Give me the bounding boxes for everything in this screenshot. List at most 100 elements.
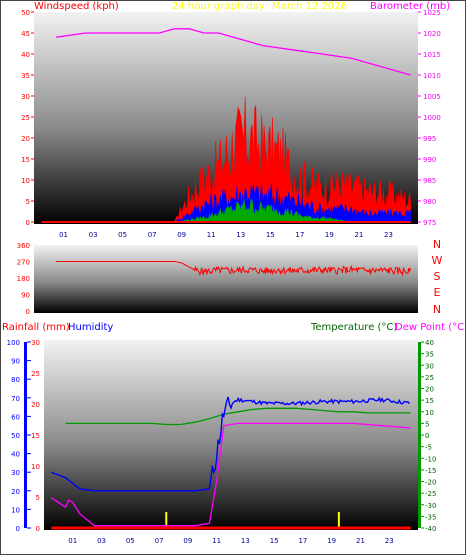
wind-ytick-label: 15 <box>21 156 30 164</box>
climate-xtick-label: 07 <box>155 537 164 545</box>
temp-ytick-label: -35 <box>425 513 436 521</box>
barometer-label: Barometer (mb) <box>370 1 450 12</box>
rain-ytick-label: 10 <box>11 506 20 514</box>
rain-ytick-label: 60 <box>11 413 20 421</box>
wind-ytick-label: 10 <box>21 177 30 185</box>
climate-xtick-label: 05 <box>126 537 135 545</box>
rain-axis-bar <box>24 342 27 528</box>
wind-xtick-label: 01 <box>59 231 68 239</box>
temp-ytick-label: -25 <box>425 490 436 498</box>
temp-ytick-label: 15 <box>425 397 434 405</box>
wind-xtick-label: 11 <box>207 231 216 239</box>
temp-ytick-label: -5 <box>425 444 432 452</box>
temp-ytick-label: 35 <box>425 351 434 359</box>
rain-ytick-label: 80 <box>11 376 20 384</box>
barometer-line <box>56 28 411 76</box>
hum-ytick-label: 20 <box>31 401 40 409</box>
chart-layer: 0510152025303540455097598098599099510001… <box>7 9 441 545</box>
baro-ytick-label: 985 <box>423 177 436 185</box>
hum-ytick-label: 10 <box>31 463 40 471</box>
baro-ytick-label: 1000 <box>423 114 441 122</box>
climate-xtick-label: 17 <box>298 537 307 545</box>
wind-ytick-label: 50 <box>21 9 30 17</box>
dir-ytick-label: 180 <box>17 275 30 283</box>
climate-xtick-label: 21 <box>356 537 365 545</box>
rainfall-label: Rainfall (mm) <box>2 322 70 333</box>
temp-ytick-label: -30 <box>425 502 436 510</box>
rain-ytick-label: 100 <box>7 339 20 347</box>
rain-ytick-label: 50 <box>11 432 20 440</box>
wind-xtick-label: 07 <box>148 231 157 239</box>
baro-ytick-label: 990 <box>423 156 436 164</box>
rain-ytick-label: 70 <box>11 395 20 403</box>
climate-xtick-label: 19 <box>327 537 336 545</box>
compass-w: W <box>432 254 443 267</box>
baro-ytick-label: 1025 <box>423 9 441 17</box>
climate-xtick-label: 09 <box>183 537 192 545</box>
temp-ytick-label: 30 <box>425 362 434 370</box>
dewpoint-label: Dew Point (°C) <box>395 322 466 333</box>
rain-ytick-label: 40 <box>11 451 20 459</box>
wind-xtick-label: 15 <box>266 231 275 239</box>
compass-e: E <box>434 286 441 299</box>
climate-xtick-label: 13 <box>241 537 250 545</box>
dewpoint-line <box>50 422 411 527</box>
wind-ytick-label: 45 <box>21 30 30 38</box>
windspeed-label: Windspeed (kph) <box>34 1 119 12</box>
wind-xtick-label: 23 <box>384 231 393 239</box>
hum-ytick-label: 30 <box>31 339 40 347</box>
rain-ytick-label: 0 <box>16 525 20 533</box>
wind-xtick-label: 05 <box>118 231 127 239</box>
direction-plot-area <box>34 245 418 313</box>
hum-ytick-label: 5 <box>36 494 40 502</box>
wind-direction-line <box>56 261 412 277</box>
wind-xtick-label: 13 <box>236 231 245 239</box>
humidity-line <box>50 396 410 492</box>
climate-xtick-label: 11 <box>212 537 221 545</box>
hum-ytick-label: 25 <box>31 370 40 378</box>
compass-s: S <box>434 270 441 283</box>
wind-ytick-label: 20 <box>21 135 30 143</box>
rain-ytick-label: 90 <box>11 358 20 366</box>
baro-ytick-label: 1015 <box>423 51 441 59</box>
temp-ytick-label: 25 <box>425 374 434 382</box>
rain-ytick-label: 20 <box>11 488 20 496</box>
dir-ytick-label: 270 <box>17 259 30 267</box>
climate-xtick-label: 03 <box>97 537 106 545</box>
baro-ytick-label: 1005 <box>423 93 441 101</box>
dir-ytick-label: 0 <box>26 308 30 316</box>
temp-ytick-label: -10 <box>425 455 436 463</box>
baro-ytick-label: 980 <box>423 198 436 206</box>
hum-ytick-label: 0 <box>36 525 40 533</box>
temp-ytick-label: 0 <box>425 432 429 440</box>
baro-ytick-label: 975 <box>423 219 436 227</box>
wind-xtick-label: 17 <box>295 231 304 239</box>
baro-ytick-label: 1020 <box>423 30 441 38</box>
wind-xtick-label: 09 <box>177 231 186 239</box>
temp-ytick-label: -40 <box>425 525 436 533</box>
temp-ytick-label: -15 <box>425 467 436 475</box>
temp-ytick-label: 40 <box>425 339 434 347</box>
dir-ytick-label: 90 <box>21 292 30 300</box>
climate-xtick-label: 23 <box>385 537 394 545</box>
temp-axis-bar <box>418 342 421 528</box>
wind-ytick-label: 30 <box>21 93 30 101</box>
compass-n-top: N <box>433 238 441 251</box>
temp-ytick-label: 5 <box>425 420 429 428</box>
wind-xtick-label: 03 <box>89 231 98 239</box>
temperature-line <box>65 407 411 426</box>
temperature-label: Temperature (°C) <box>310 322 397 333</box>
graph-title: 24 hour graph day <box>172 1 265 12</box>
compass-n-bottom: N <box>433 303 441 316</box>
wind-xtick-label: 21 <box>354 231 363 239</box>
graph-date: March 12 2026 <box>272 1 347 12</box>
humidity-label: Humidity <box>68 322 113 333</box>
dir-ytick-label: 360 <box>17 242 30 250</box>
temp-ytick-label: 20 <box>425 386 434 394</box>
wind-ytick-label: 0 <box>26 219 30 227</box>
wind-ytick-label: 25 <box>21 114 30 122</box>
hum-ytick-label: 15 <box>31 432 40 440</box>
baro-ytick-label: 995 <box>423 135 436 143</box>
climate-xtick-label: 15 <box>270 537 279 545</box>
